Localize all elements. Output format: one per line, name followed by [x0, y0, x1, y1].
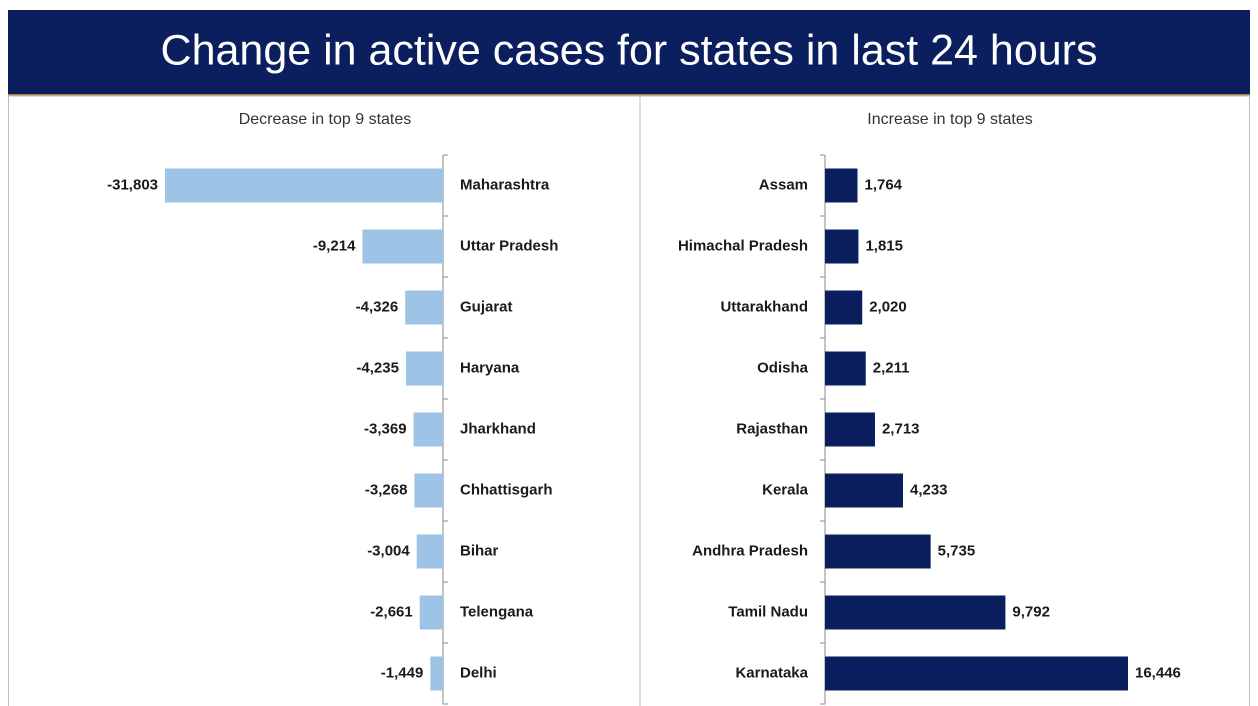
value-label: 2,713	[882, 420, 920, 437]
category-label: Karnataka	[735, 664, 808, 681]
value-label: -4,326	[356, 298, 399, 315]
value-label: -1,449	[381, 664, 424, 681]
chart-title: Increase in top 9 states	[867, 111, 1032, 128]
value-label: 1,764	[864, 176, 902, 193]
category-label: Odisha	[757, 359, 809, 376]
bar	[414, 473, 443, 508]
bar	[825, 534, 931, 569]
bar	[825, 290, 863, 325]
bar	[405, 290, 443, 325]
value-label: 1,815	[865, 237, 903, 254]
value-label: -3,004	[367, 542, 410, 559]
bar	[413, 412, 443, 447]
bar	[825, 595, 1006, 630]
value-label: -31,803	[107, 176, 158, 193]
value-label: 4,233	[910, 481, 948, 498]
bar	[825, 473, 903, 508]
header-band	[8, 10, 1250, 95]
category-label: Uttarakhand	[720, 298, 808, 315]
bar	[165, 168, 443, 203]
category-label: Uttar Pradesh	[460, 237, 558, 254]
category-label: Rajasthan	[736, 420, 808, 437]
value-label: -4,235	[356, 359, 399, 376]
chart-title: Decrease in top 9 states	[239, 111, 412, 128]
category-label: Andhra Pradesh	[692, 542, 808, 559]
category-label: Delhi	[460, 664, 497, 681]
bar	[825, 229, 859, 264]
bar	[825, 351, 866, 386]
category-label: Kerala	[762, 481, 809, 498]
page-title: Change in active cases for states in las…	[161, 26, 1098, 74]
category-label: Haryana	[460, 359, 520, 376]
category-label: Chhattisgarh	[460, 481, 553, 498]
category-label: Telengana	[460, 603, 534, 620]
bar	[430, 656, 443, 691]
bar	[825, 656, 1128, 691]
bar	[419, 595, 443, 630]
bar	[405, 351, 443, 386]
category-label: Himachal Pradesh	[678, 237, 808, 254]
value-label: 2,211	[873, 359, 910, 376]
category-label: Gujarat	[460, 298, 513, 315]
bar	[416, 534, 443, 569]
panel-border	[8, 95, 1250, 706]
value-label: 16,446	[1135, 664, 1181, 681]
bar	[362, 229, 443, 264]
bar	[825, 412, 875, 447]
category-label: Bihar	[460, 542, 499, 559]
value-label: 9,792	[1012, 603, 1050, 620]
category-label: Maharashtra	[460, 176, 550, 193]
value-label: -3,268	[365, 481, 408, 498]
category-label: Jharkhand	[460, 420, 536, 437]
category-label: Tamil Nadu	[728, 603, 808, 620]
value-label: 5,735	[938, 542, 976, 559]
value-label: 2,020	[869, 298, 907, 315]
category-label: Assam	[759, 176, 808, 193]
bar	[825, 168, 858, 203]
value-label: -2,661	[370, 603, 413, 620]
value-label: -3,369	[364, 420, 407, 437]
value-label: -9,214	[313, 237, 356, 254]
